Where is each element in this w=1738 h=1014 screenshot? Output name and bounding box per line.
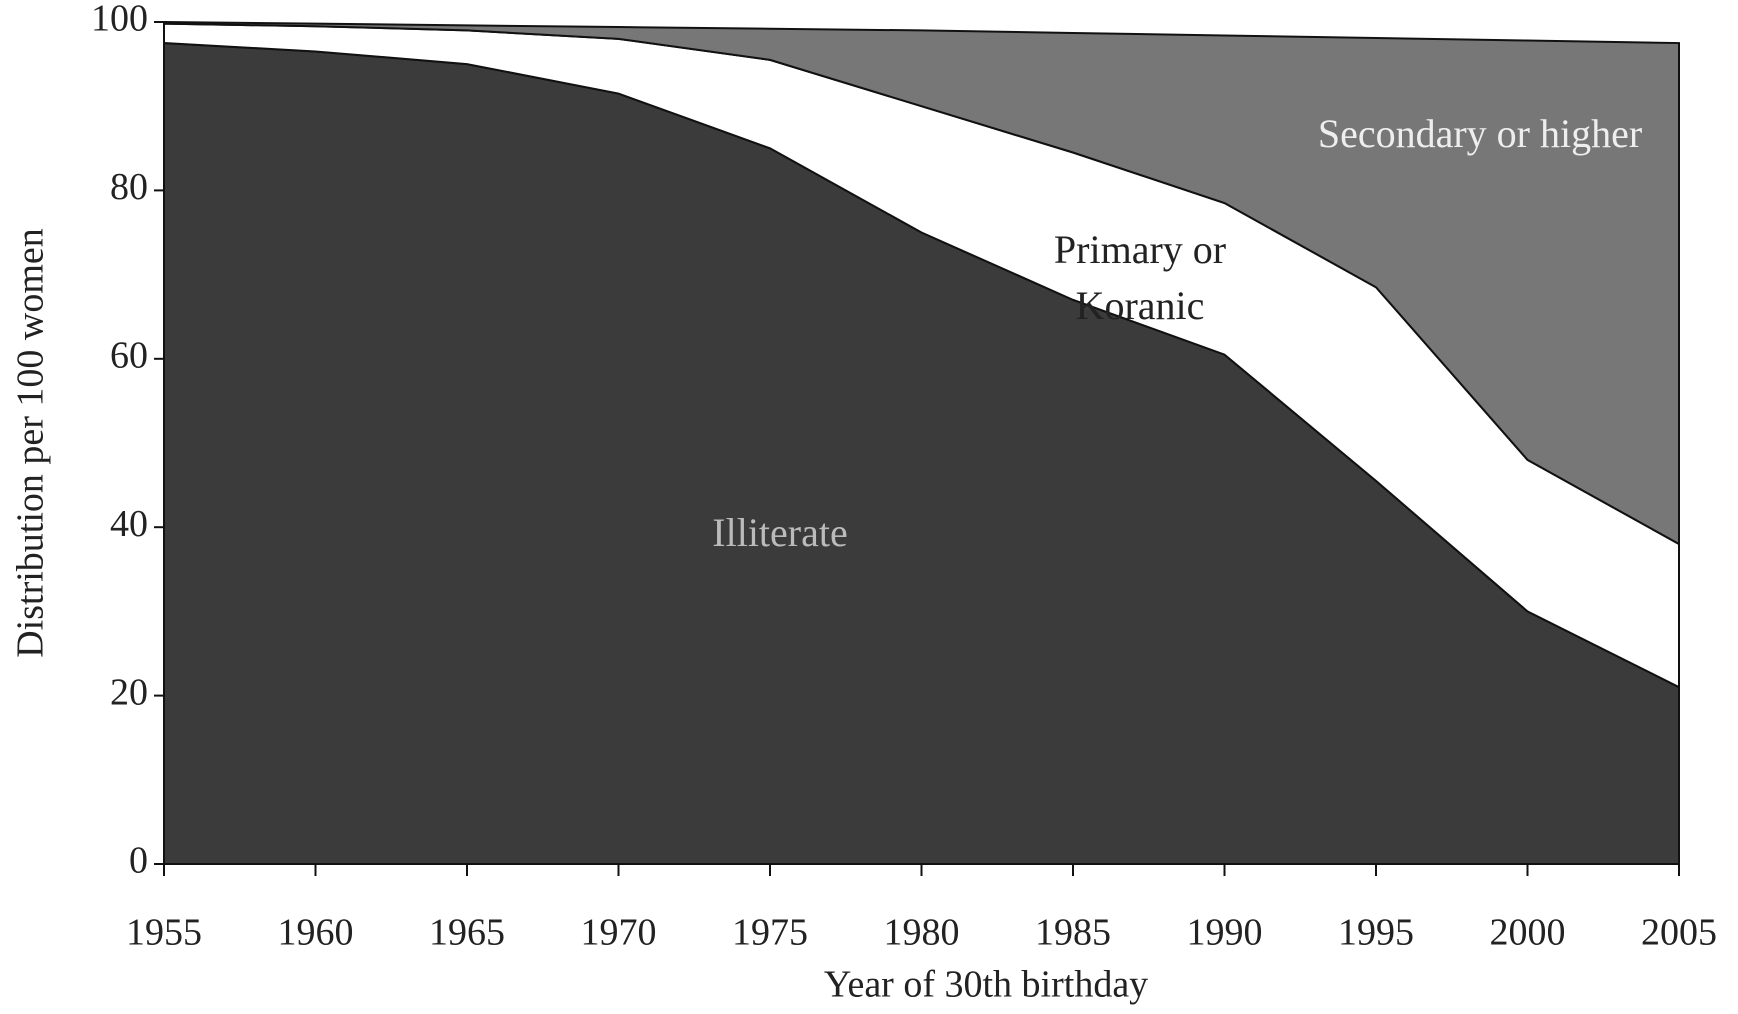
x-tick-label: 1980 — [884, 912, 960, 954]
x-tick-label: 1985 — [1035, 912, 1111, 954]
y-tick-label: 60 — [110, 335, 148, 377]
y-tick-label: 80 — [110, 166, 148, 208]
x-tick-label: 1960 — [278, 912, 354, 954]
x-tick-label: 1955 — [126, 912, 202, 954]
x-tick-label: 2005 — [1641, 912, 1717, 954]
y-tick-label: 20 — [110, 671, 148, 713]
area — [163, 20, 1680, 546]
x-tick-label: 1995 — [1338, 912, 1414, 954]
y-axis-label: Distribution per 100 women — [10, 228, 52, 658]
x-axis-label: Year of 30th birthday — [824, 964, 1148, 1006]
x-tick-label: 1990 — [1187, 912, 1263, 954]
x-tick-label: 2000 — [1490, 912, 1566, 954]
area-label: Illiterate — [712, 510, 848, 555]
area-label: Secondary or higher — [1317, 111, 1643, 156]
x-tick-label: 1975 — [732, 912, 808, 954]
y-tick-label: 0 — [129, 840, 148, 882]
x-tick-label: 1970 — [581, 912, 657, 954]
y-tick-label: 100 — [91, 0, 148, 40]
area-label: Primary or Koranic — [1053, 227, 1227, 328]
y-tick-label: 40 — [110, 503, 148, 545]
x-tick-label: 1965 — [429, 912, 505, 954]
